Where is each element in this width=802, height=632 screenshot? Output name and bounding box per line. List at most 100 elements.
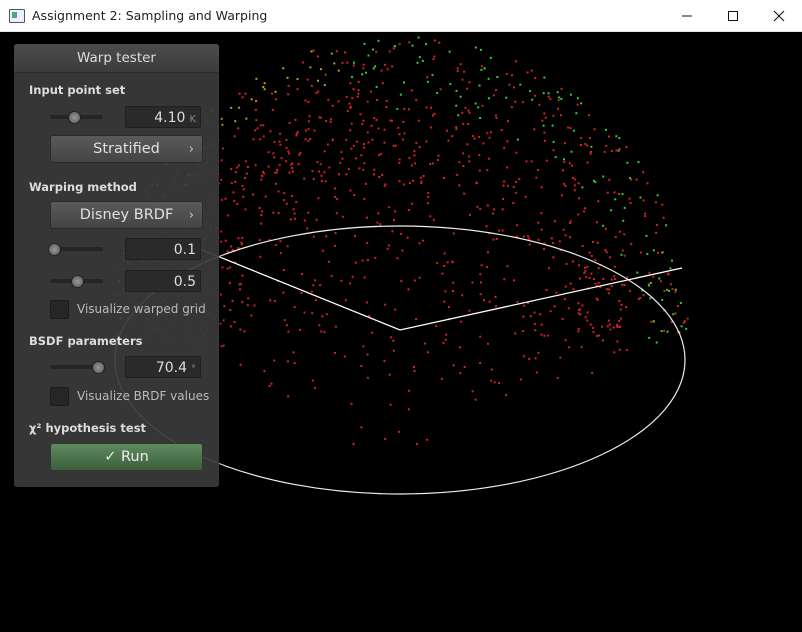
sample-point (383, 128, 386, 131)
sample-point (230, 245, 233, 248)
title-bar: Assignment 2: Sampling and Warping (0, 0, 802, 32)
sample-point (255, 119, 258, 122)
sample-point (366, 376, 369, 379)
sample-point (648, 336, 651, 339)
bsdf-angle-field[interactable]: 70.4 ° (125, 356, 201, 378)
sample-point (319, 163, 322, 166)
sample-point (234, 171, 237, 174)
param2-field[interactable]: 0.5 (125, 270, 201, 292)
sample-point (357, 92, 360, 95)
sample-point (495, 238, 498, 240)
sample-point (478, 135, 481, 138)
sample-point (246, 304, 249, 307)
sample-point (654, 201, 657, 204)
close-button[interactable] (756, 0, 802, 31)
sample-point (350, 122, 353, 125)
sample-point (427, 351, 430, 354)
point-type-button[interactable]: Stratified › (50, 135, 203, 163)
sample-point (222, 319, 225, 322)
visualize-grid-checkbox[interactable] (50, 300, 69, 319)
sample-point (237, 127, 240, 130)
run-button[interactable]: ✓ Run (50, 443, 203, 471)
sample-point (591, 371, 594, 374)
sample-point (523, 304, 526, 307)
sample-point (241, 184, 244, 187)
sample-point (506, 184, 509, 187)
sample-point (334, 232, 337, 234)
sample-point (400, 232, 403, 235)
sample-point (555, 291, 558, 294)
param1-slider-knob[interactable] (48, 243, 61, 256)
sample-point (674, 288, 677, 291)
sample-point (253, 304, 256, 307)
sample-point (514, 332, 517, 335)
bsdf-angle-slider[interactable] (50, 361, 105, 374)
param2-slider[interactable] (50, 275, 103, 288)
sample-point (671, 288, 674, 291)
minimize-button[interactable] (664, 0, 710, 31)
sample-point (506, 166, 509, 169)
visualize-brdf-checkbox[interactable] (50, 387, 69, 406)
sample-point (458, 161, 461, 164)
sample-point (243, 330, 246, 333)
sample-point (478, 84, 481, 87)
sample-point (490, 368, 493, 371)
sample-point (408, 157, 411, 160)
sample-point (285, 202, 288, 205)
param1-slider[interactable] (48, 243, 103, 256)
sample-point (320, 174, 323, 177)
param1-field[interactable]: 0.1 (125, 238, 201, 260)
sample-point (573, 189, 576, 192)
sample-point (388, 373, 391, 376)
sample-point (646, 182, 649, 185)
sample-point (605, 288, 608, 291)
sample-point (417, 119, 420, 122)
sample-point (620, 253, 623, 256)
sample-point (247, 297, 250, 300)
sample-point (355, 140, 358, 143)
sample-point (363, 162, 366, 165)
sample-point (255, 77, 258, 80)
sample-point (462, 165, 465, 167)
sample-point (407, 408, 410, 411)
point-count-field[interactable]: 4.10 K (125, 106, 201, 128)
sample-point (584, 316, 587, 319)
sample-point (629, 202, 632, 204)
sample-point (354, 235, 356, 238)
sample-point (421, 59, 424, 62)
sample-point (389, 119, 392, 122)
sample-point (621, 249, 624, 252)
maximize-button[interactable] (710, 0, 756, 31)
warping-method-button[interactable]: Disney BRDF › (50, 201, 203, 229)
sample-point (429, 126, 432, 129)
sample-point (579, 313, 582, 316)
sample-point (478, 169, 481, 172)
sample-point (505, 393, 508, 396)
sample-point (655, 223, 658, 226)
sample-point (649, 297, 652, 300)
sample-point (237, 237, 240, 240)
sample-point (220, 159, 223, 162)
sample-point (397, 126, 400, 129)
sample-point (563, 183, 565, 185)
sample-point (383, 141, 386, 144)
param2-slider-knob[interactable] (71, 275, 84, 288)
sample-point (377, 212, 380, 215)
chevron-right-icon: › (188, 208, 194, 223)
sample-point (534, 94, 536, 97)
bsdf-angle-slider-knob[interactable] (92, 361, 105, 374)
sample-point (436, 92, 439, 94)
sample-point (273, 156, 276, 159)
sample-point (481, 104, 484, 107)
sample-point (604, 249, 607, 251)
sample-point (542, 92, 545, 95)
sample-point (637, 161, 640, 164)
point-count-slider[interactable] (50, 111, 103, 124)
point-count-slider-knob[interactable] (68, 111, 81, 124)
sample-point (539, 313, 542, 316)
sample-point (413, 154, 416, 157)
sample-point (334, 187, 336, 190)
sample-point (477, 106, 480, 109)
sample-point (285, 160, 288, 163)
sample-point (573, 184, 576, 187)
